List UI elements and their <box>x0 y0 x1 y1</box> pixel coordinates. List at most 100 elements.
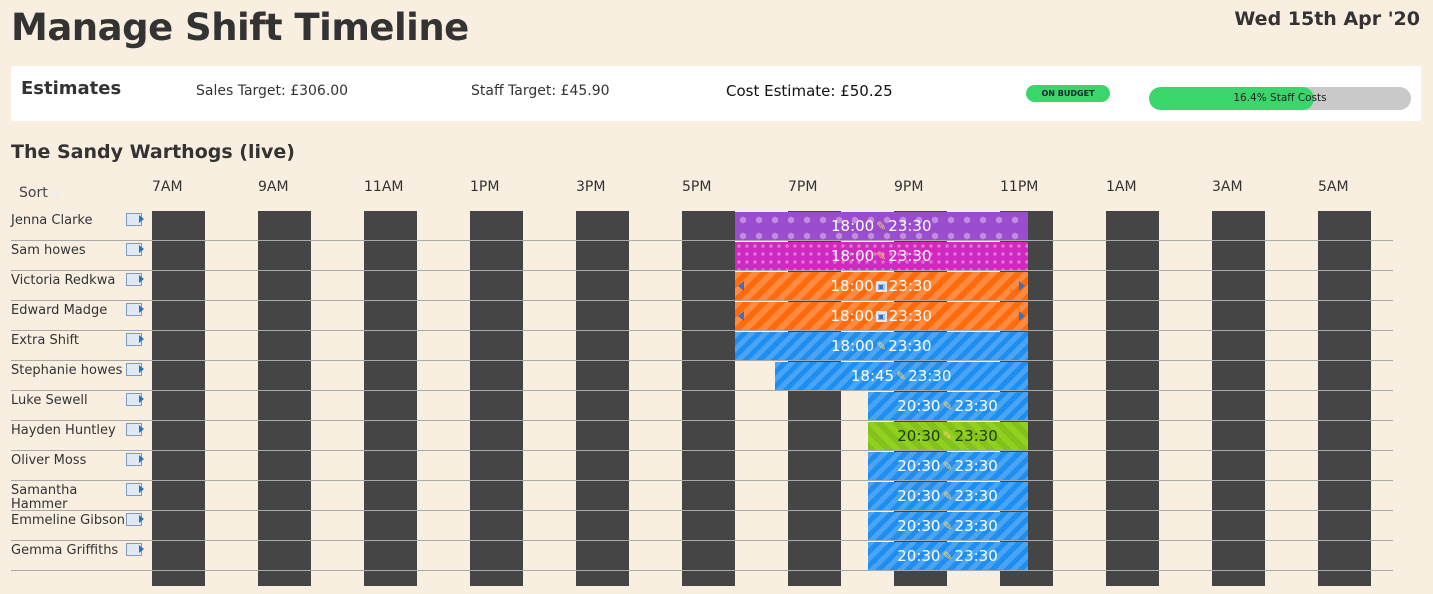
shift-bar[interactable]: 18:00 ✎ 23:30 <box>735 212 1028 240</box>
chevron-down-icon: ▼ <box>53 190 61 200</box>
shift-end: 23:30 <box>888 277 932 295</box>
hour-label: 1AM <box>1106 179 1137 195</box>
save-icon[interactable]: ▣ <box>875 310 887 322</box>
pencil-icon[interactable]: ✎ <box>876 339 887 353</box>
date-label: Wed 15th Apr '20 <box>1234 8 1420 30</box>
row-divider <box>11 300 1393 301</box>
assign-shift-icon[interactable] <box>126 423 144 436</box>
shift-bar[interactable]: 18:45 ✎ 23:30 <box>774 362 1028 390</box>
shift-start: 20:30 <box>897 547 941 565</box>
resize-left-icon[interactable] <box>738 281 744 291</box>
shift-bar[interactable]: 20:30 ✎ 23:30 <box>867 542 1028 570</box>
hour-column <box>1106 211 1159 586</box>
staff-cost-label: 16.4% Staff Costs <box>1233 92 1327 104</box>
shift-start: 18:00 <box>830 217 875 235</box>
hour-label: 9PM <box>894 179 924 195</box>
staff-name: Jenna Clarke <box>11 213 93 228</box>
staff-name: Extra Shift <box>11 333 79 348</box>
shift-start: 18:00 <box>830 247 875 265</box>
save-icon[interactable]: ▣ <box>875 280 887 292</box>
shift-bar[interactable]: 18:00 ✎ 23:30 <box>735 332 1028 360</box>
shift-start: 18:00 <box>830 337 875 355</box>
pencil-icon[interactable]: ✎ <box>876 249 887 263</box>
assign-shift-icon[interactable] <box>126 513 144 526</box>
sort-dropdown[interactable]: Sort ▼ <box>19 185 61 201</box>
estimates-panel: Estimates Sales Target: £306.00 Staff Ta… <box>11 66 1421 121</box>
hour-label: 11PM <box>1000 179 1039 195</box>
row-divider <box>11 510 1393 511</box>
shift-end: 23:30 <box>908 367 952 385</box>
shift-start: 20:30 <box>897 457 941 475</box>
assign-shift-icon[interactable] <box>126 393 144 406</box>
shift-start: 20:30 <box>897 487 941 505</box>
page-title: Manage Shift Timeline <box>11 6 469 49</box>
row-divider <box>11 330 1393 331</box>
shift-end: 23:30 <box>888 307 932 325</box>
shift-end: 23:30 <box>954 457 998 475</box>
shift-end: 23:30 <box>954 397 998 415</box>
assign-shift-icon[interactable] <box>126 453 144 466</box>
assign-shift-icon[interactable] <box>126 543 144 556</box>
hour-column <box>364 211 417 586</box>
shift-bar[interactable]: 20:30 ✎ 23:30 <box>867 392 1028 420</box>
shift-end: 23:30 <box>888 337 932 355</box>
staff-name: Emmeline Gibson <box>11 513 126 528</box>
shift-bar[interactable]: 18:00 ▣ 23:30 <box>735 302 1028 330</box>
staff-name: Edward Madge <box>11 303 108 318</box>
shift-bar[interactable]: 20:30 ✎ 23:30 <box>867 422 1028 450</box>
shift-start: 18:00 <box>830 277 874 295</box>
hour-column <box>258 211 311 586</box>
assign-shift-icon[interactable] <box>126 273 144 286</box>
staff-cost-progress: 16.4% Staff Costs <box>1149 87 1411 110</box>
shift-end: 23:30 <box>954 487 998 505</box>
sales-target: Sales Target: £306.00 <box>196 83 349 99</box>
assign-shift-icon[interactable] <box>126 213 144 226</box>
row-divider <box>11 450 1393 451</box>
shift-bar[interactable]: 18:00 ✎ 23:30 <box>735 242 1028 270</box>
assign-shift-icon[interactable] <box>126 483 144 496</box>
pencil-icon[interactable]: ✎ <box>942 399 953 413</box>
resize-left-icon[interactable] <box>738 311 744 321</box>
shift-start: 18:00 <box>830 307 874 325</box>
assign-shift-icon[interactable] <box>126 303 144 316</box>
hour-label: 3PM <box>576 179 606 195</box>
resize-right-icon[interactable] <box>1018 281 1025 291</box>
assign-shift-icon[interactable] <box>126 333 144 346</box>
assign-shift-icon[interactable] <box>126 243 144 256</box>
staff-target: Staff Target: £45.90 <box>471 83 610 99</box>
resize-right-icon[interactable] <box>1018 311 1025 321</box>
staff-name: Hayden Huntley <box>11 423 116 438</box>
hour-label: 3AM <box>1212 179 1243 195</box>
hour-column <box>470 211 523 586</box>
team-name: The Sandy Warthogs (live) <box>11 141 295 163</box>
shift-bar[interactable]: 20:30 ✎ 23:30 <box>867 482 1028 510</box>
pencil-icon[interactable]: ✎ <box>942 429 953 443</box>
hour-label: 5AM <box>1318 179 1349 195</box>
shift-bar[interactable]: 20:30 ✎ 23:30 <box>867 512 1028 540</box>
shift-end: 23:30 <box>888 247 932 265</box>
row-divider <box>11 570 1393 571</box>
staff-name: Gemma Griffiths <box>11 543 119 558</box>
pencil-icon[interactable]: ✎ <box>942 549 953 563</box>
estimates-title: Estimates <box>21 78 122 99</box>
hour-column <box>682 211 735 586</box>
shift-end: 23:30 <box>954 517 998 535</box>
row-divider <box>11 240 1393 241</box>
row-divider <box>11 480 1393 481</box>
staff-cost-progress-fill <box>1149 87 1315 110</box>
hour-column <box>576 211 629 586</box>
pencil-icon[interactable]: ✎ <box>942 519 953 533</box>
staff-name: Sam howes <box>11 243 86 258</box>
shift-bar[interactable]: 18:00 ▣ 23:30 <box>735 272 1028 300</box>
hour-label: 11AM <box>364 179 404 195</box>
pencil-icon[interactable]: ✎ <box>896 369 907 383</box>
staff-name: Victoria Redkwa <box>11 273 116 288</box>
assign-shift-icon[interactable] <box>126 363 144 376</box>
pencil-icon[interactable]: ✎ <box>942 459 953 473</box>
row-divider <box>11 360 1393 361</box>
pencil-icon[interactable]: ✎ <box>876 219 887 233</box>
staff-name: Samantha Hammer <box>11 483 78 512</box>
pencil-icon[interactable]: ✎ <box>942 489 953 503</box>
shift-bar[interactable]: 20:30 ✎ 23:30 <box>867 452 1028 480</box>
shift-start: 18:45 <box>850 367 895 385</box>
